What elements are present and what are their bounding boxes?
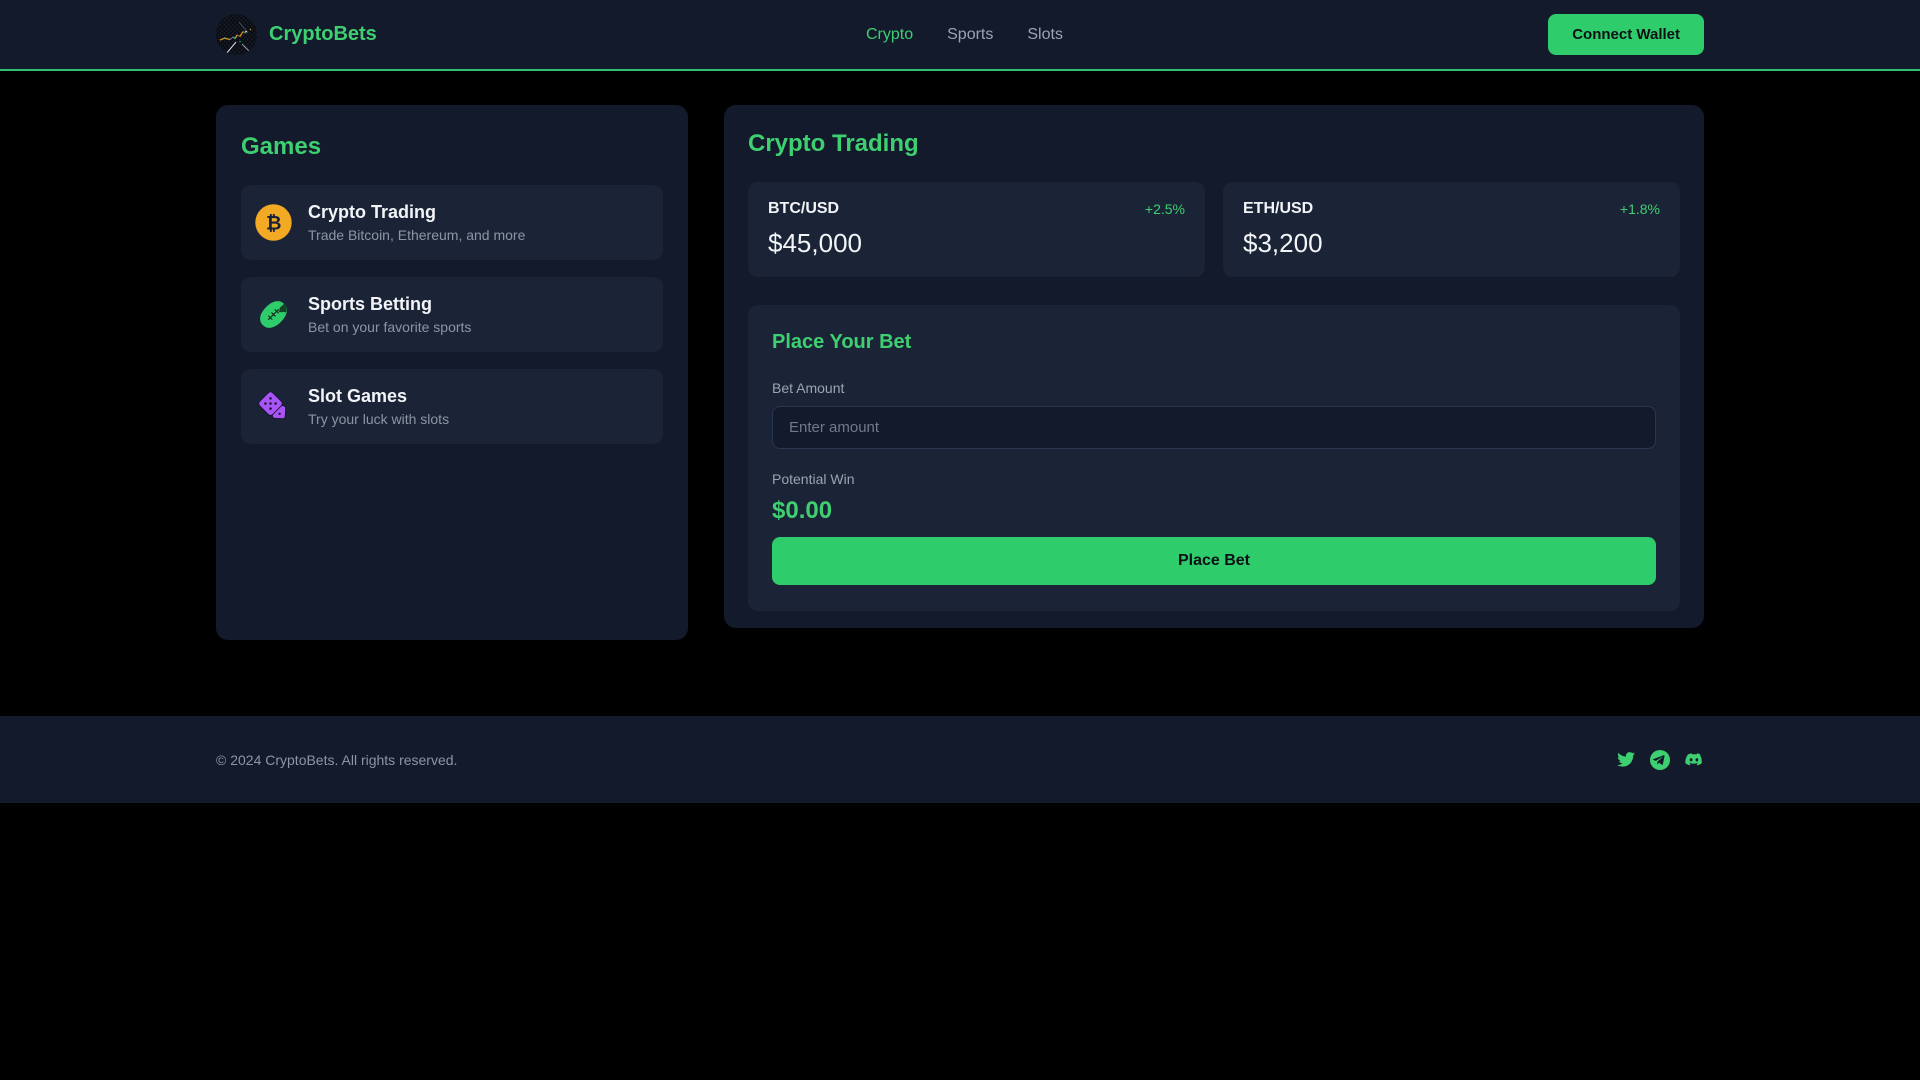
svg-text:₿: ₿ <box>266 214 281 235</box>
